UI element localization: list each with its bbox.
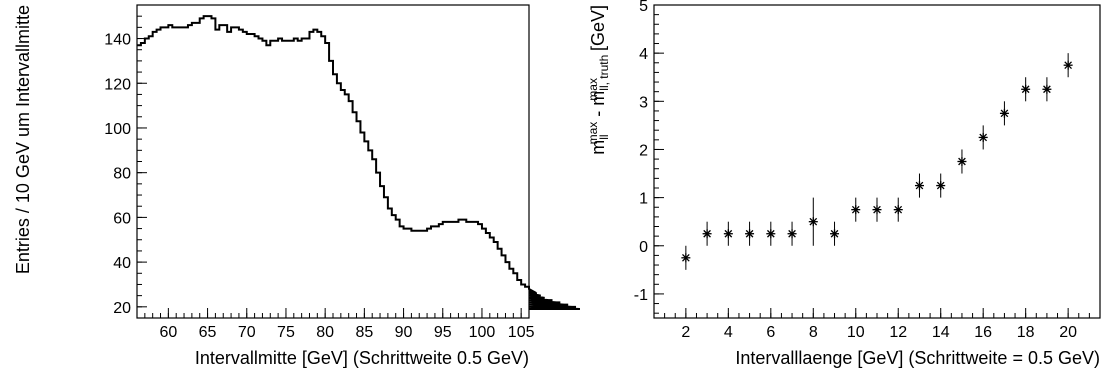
offset-x-tick-label: 12 (889, 324, 907, 341)
histogram-y-tick-label: 20 (113, 300, 131, 317)
offset-y-tick-label: 5 (639, 0, 648, 15)
data-point (1042, 77, 1052, 102)
histogram-x-tick-label: 75 (277, 324, 295, 341)
offset-y-tick-label: 3 (639, 94, 648, 111)
star-marker (830, 229, 840, 239)
histogram-x-tick-label: 95 (434, 324, 452, 341)
data-point (702, 221, 712, 246)
star-marker (1063, 60, 1073, 70)
data-point (851, 197, 861, 222)
offset-x-tick-label: 6 (766, 324, 775, 341)
histogram-x-tick-label: 105 (508, 324, 535, 341)
star-marker (808, 217, 818, 227)
offset-y-tick-label: -1 (634, 287, 648, 304)
data-point (978, 125, 988, 150)
star-marker (787, 229, 797, 239)
offset-x-tick-label: 4 (724, 324, 733, 341)
star-marker (766, 229, 776, 239)
star-marker (893, 205, 903, 215)
offset-x-tick-label: 18 (1017, 324, 1035, 341)
star-marker (1042, 84, 1052, 94)
data-point (957, 149, 967, 174)
offset-x-tick-label: 8 (809, 324, 818, 341)
histogram-ticks: 60 65 70 75 80 85 90 95 100 105 20 40 60 80 100 120 140 (104, 4, 535, 341)
offset-x-tick-label: 16 (974, 324, 992, 341)
histogram-x-tick-label: 80 (316, 324, 334, 341)
histogram-x-tick-label: 65 (199, 324, 217, 341)
histogram-y-tick-label: 140 (104, 32, 131, 49)
star-marker (936, 181, 946, 191)
data-point (808, 197, 818, 246)
offset-y-tick-label: 4 (639, 46, 648, 63)
data-point (999, 101, 1009, 126)
data-point (830, 221, 840, 246)
histogram-frame (136, 4, 530, 319)
histogram-y-axis-label: Entries / 10 GeV um Intervallmitte (13, 5, 33, 274)
star-marker (723, 229, 733, 239)
star-marker (957, 157, 967, 166)
data-point (723, 221, 733, 246)
histogram-y-tick-label: 60 (113, 210, 131, 227)
offset-x-tick-label: 20 (1059, 324, 1077, 341)
offset-points (681, 53, 1073, 270)
histogram-x-tick-label: 70 (238, 324, 256, 341)
histogram-x-tick-label: 90 (395, 324, 413, 341)
data-point (936, 173, 946, 198)
star-marker (851, 205, 861, 215)
star-marker (978, 132, 988, 142)
histogram-y-tick-label: 80 (113, 166, 131, 183)
data-point (787, 221, 797, 246)
histogram-panel: 60 65 70 75 80 85 90 95 100 10520406080100120140 … (13, 4, 581, 368)
offset-x-axis-label: Intervalllaenge [GeV] (Schrittweite = 0.… (735, 348, 1100, 368)
histogram-x-tick-label: 100 (469, 324, 496, 341)
offset-y-axis-label: mllmax - mll, truthmax [GeV] (586, 5, 611, 155)
offset-x-tick-label: 14 (932, 324, 950, 341)
offset-x-tick-label: 10 (847, 324, 865, 341)
histogram-y-tick-label: 40 (113, 255, 131, 272)
data-point (1021, 77, 1031, 102)
offset-y-tick-label: 0 (639, 239, 648, 256)
data-point (914, 173, 924, 198)
star-marker (681, 253, 691, 263)
offset-y-tick-label: 1 (639, 191, 648, 208)
star-marker (1021, 84, 1031, 94)
data-point (872, 197, 882, 222)
data-point (681, 245, 691, 270)
offset-x-tick-label: 2 (681, 324, 690, 341)
data-point (745, 221, 755, 246)
histogram-x-tick-label: 60 (159, 324, 177, 341)
offset-frame (653, 4, 1101, 319)
star-marker (702, 229, 712, 239)
data-point (766, 221, 776, 246)
star-marker (745, 229, 755, 239)
data-point (1063, 53, 1073, 78)
star-marker (914, 181, 924, 191)
star-marker (999, 108, 1009, 118)
star-marker (872, 205, 882, 215)
histogram-y-tick-label: 120 (104, 76, 131, 93)
data-point (893, 197, 903, 222)
histogram-x-tick-label: 85 (355, 324, 373, 341)
offset-y-tick-label: 2 (639, 142, 648, 159)
histogram-y-tick-label: 100 (104, 121, 131, 138)
histogram-x-axis-label: Intervallmitte [GeV] (Schrittweite 0.5 G… (195, 348, 529, 368)
histogram-step-line (137, 15, 581, 311)
